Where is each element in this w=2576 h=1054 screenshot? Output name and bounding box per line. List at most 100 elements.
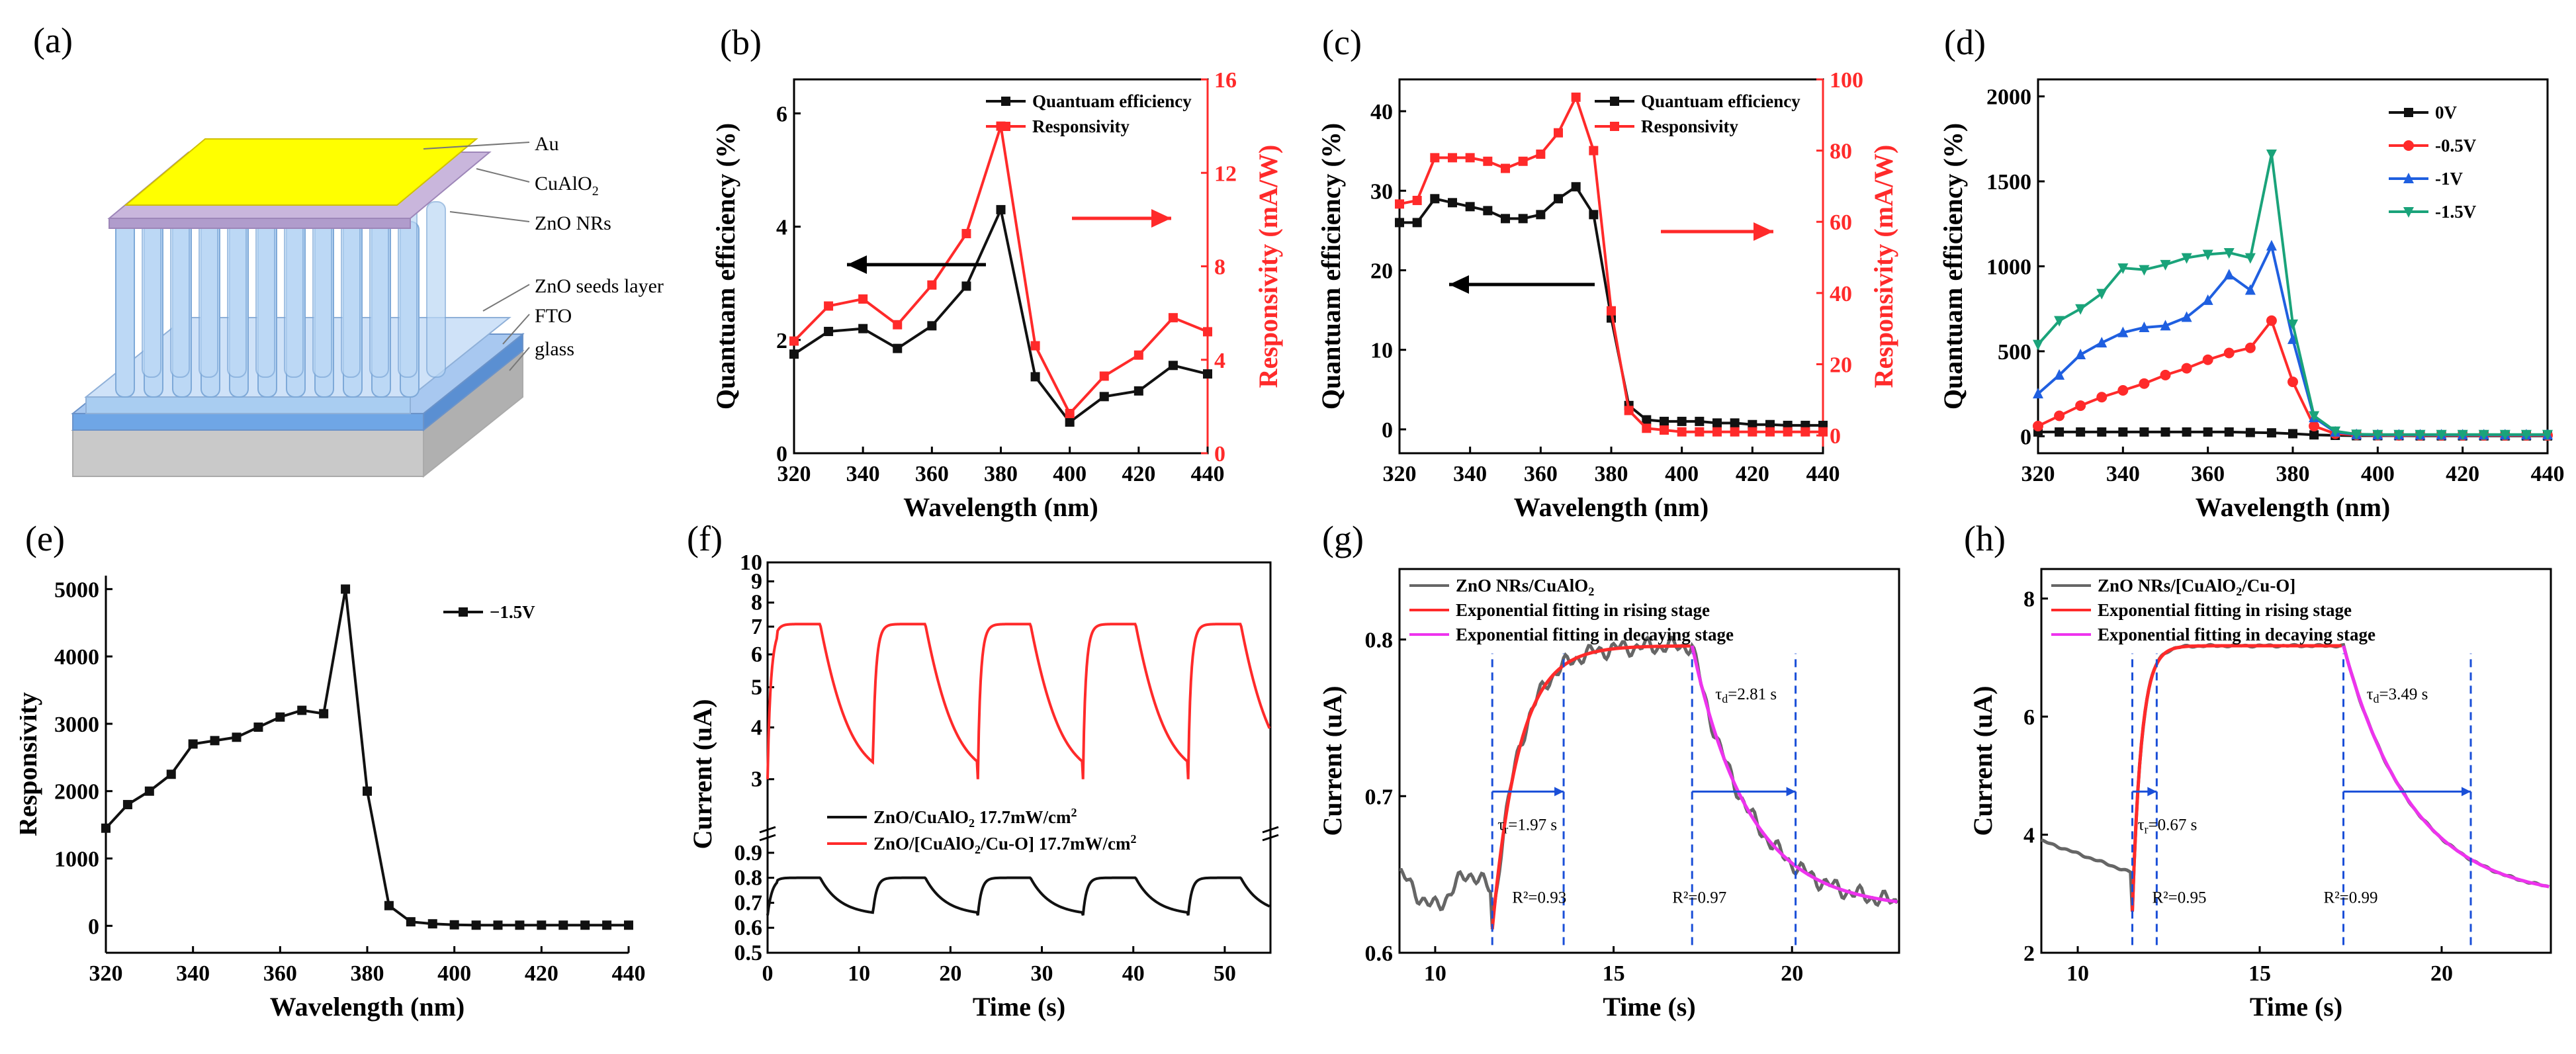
- chart-d: (d) 320 340 360 380 400 420 440 Wavelength (nm) 0…: [1939, 22, 2565, 522]
- y-tick-label: 500: [1998, 340, 2031, 365]
- data-point: [1818, 427, 1828, 437]
- label-au: Au: [535, 133, 559, 155]
- label-zno-nrs: ZnO NRs: [535, 212, 611, 234]
- y2-tick-label: 12: [1214, 161, 1237, 186]
- data-point: [1203, 369, 1212, 379]
- data-point: [2139, 265, 2150, 276]
- y2-axis-title: Responsivity (mA/W): [1253, 145, 1283, 388]
- x-tick-label: 380: [2276, 462, 2310, 486]
- legend-rise-text: Exponential fitting in rising stage: [2098, 600, 2352, 620]
- data-point: [2075, 304, 2086, 315]
- x-tick-label: 40: [1122, 961, 1145, 986]
- y-tick-label: 0: [1382, 418, 1393, 443]
- y-tick-label: 0: [88, 914, 99, 939]
- y-tick-label: 0.8: [734, 866, 763, 891]
- x-tick-label: 320: [89, 961, 123, 986]
- series-line: [105, 589, 629, 927]
- x-tick-label: 420: [2446, 462, 2479, 486]
- y2-tick-label: 60: [1830, 210, 1852, 235]
- data-point: [1430, 153, 1440, 163]
- data-point: [427, 919, 437, 929]
- data-point: [1554, 194, 1563, 204]
- y-axis-title: Quantuam efficiency (%): [1939, 123, 1968, 410]
- y-tick-label: 0.5: [734, 941, 763, 965]
- data-point: [1765, 419, 1775, 429]
- axis-break: [759, 834, 776, 842]
- x-axis-title: Wavelength (nm): [270, 992, 465, 1022]
- legend-resp-text: Responsivity: [1641, 116, 1739, 136]
- y-axis-title: Quantuam efficiency (%): [1317, 123, 1346, 410]
- x-tick-label: 380: [984, 462, 1018, 486]
- label-seeds: ZnO seeds layer: [535, 275, 664, 297]
- x-tick-label: 340: [1453, 462, 1487, 486]
- legend-0-marker: [2404, 108, 2413, 117]
- data-point: [2223, 269, 2235, 280]
- plot-frame: [1398, 78, 1824, 455]
- data-point: [2054, 316, 2065, 327]
- y2-tick-label: 8: [1214, 255, 1225, 280]
- y-tick-label: 1000: [54, 848, 99, 872]
- glass-front: [72, 429, 424, 477]
- legend-e-marker: [459, 607, 468, 617]
- data-point: [2415, 429, 2426, 441]
- data-point: [1589, 210, 1599, 220]
- y-tick-label: 40: [1370, 100, 1393, 124]
- au-top: [124, 138, 478, 206]
- x-tick-label: 420: [1122, 462, 1155, 486]
- data-point: [2054, 410, 2065, 421]
- data-point: [1030, 372, 1040, 382]
- data-point: [2266, 240, 2277, 251]
- data-point: [2181, 311, 2192, 322]
- legend-qe-text: Quantuam efficiency: [1032, 91, 1192, 111]
- panel-label: (c): [1322, 22, 1362, 62]
- data-point: [824, 301, 834, 311]
- span-arrow-head: [1786, 787, 1796, 797]
- data-point: [1395, 218, 1404, 228]
- data-point: [2139, 427, 2149, 437]
- x-tick-label: 20: [2430, 961, 2453, 986]
- data-point: [122, 800, 132, 810]
- data-point: [101, 823, 111, 833]
- y-tick-label: 10: [1370, 339, 1393, 363]
- legend-qe-text: Quantuam efficiency: [1641, 91, 1800, 111]
- data-point: [1448, 153, 1457, 163]
- data-point: [275, 712, 285, 722]
- y-tick-label: 0: [2020, 425, 2031, 449]
- data-point: [2033, 420, 2043, 431]
- x-tick-label: 15: [1603, 961, 1625, 986]
- data-point: [1677, 416, 1687, 426]
- y-tick-label: 6: [2023, 705, 2035, 730]
- x-tick-label: 320: [777, 462, 811, 486]
- series-line-red: [766, 623, 1271, 779]
- y-tick-label: 8: [2023, 588, 2035, 612]
- data-point: [1065, 417, 1075, 427]
- data-point: [1501, 163, 1510, 173]
- data-point: [961, 229, 971, 239]
- data-point: [2499, 429, 2510, 441]
- label-fto: FTO: [535, 305, 572, 327]
- data-point: [927, 280, 937, 290]
- legend-1-text: -0.5V: [2435, 136, 2477, 155]
- x-tick-label: 20: [1781, 961, 1803, 986]
- data-point: [1712, 418, 1722, 428]
- data-point: [2330, 426, 2341, 437]
- x-tick-label: 10: [1424, 961, 1446, 986]
- legend-2-marker: [2403, 173, 2414, 183]
- panel-a-label: (a): [33, 21, 73, 60]
- y-tick-label: 0.8: [1365, 629, 1394, 653]
- data-point: [2096, 337, 2108, 348]
- data-point: [319, 709, 329, 719]
- legend-3-marker: [2403, 207, 2414, 218]
- data-point: [858, 294, 868, 304]
- legend-1-marker: [2403, 140, 2414, 151]
- data-point: [341, 584, 351, 594]
- data-point: [961, 281, 971, 291]
- data-point: [1412, 195, 1422, 205]
- nanorod: [115, 221, 135, 398]
- data-point: [2223, 347, 2235, 359]
- legend-raw-text: ZnO NRs/CuAlO2: [1456, 576, 1594, 598]
- data-point: [1536, 150, 1546, 159]
- data-point: [2224, 427, 2234, 437]
- panel-label: (g): [1322, 519, 1364, 558]
- x-tick-label: 340: [2106, 462, 2140, 486]
